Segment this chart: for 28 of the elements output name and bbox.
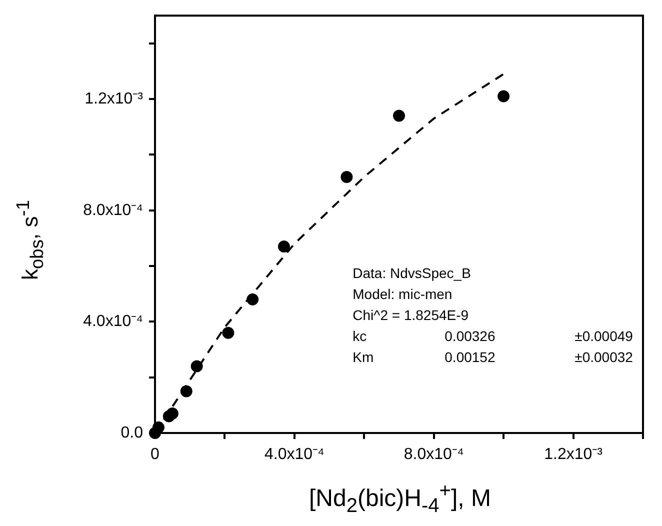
point	[340, 170, 353, 183]
point	[222, 326, 234, 339]
x-tick-label: 4.0x10⁻⁴	[264, 446, 325, 464]
x-tick-label: 0	[150, 446, 160, 464]
x-tick-label: 1.2x10⁻³	[544, 446, 604, 464]
point	[278, 240, 290, 253]
annotation: Data: NdvsSpec_B	[352, 265, 471, 282]
point	[166, 408, 178, 420]
y-tick-label: 1.2x10⁻³	[84, 90, 144, 108]
annotation: Km	[352, 349, 374, 366]
y-tick-label: 8.0x10⁻⁴	[83, 202, 144, 219]
point	[498, 90, 510, 102]
annotation: 0.00152	[444, 349, 496, 366]
point	[246, 293, 259, 306]
point	[180, 385, 192, 398]
point	[190, 360, 203, 372]
y-tick-label: 0.0	[120, 424, 144, 442]
y-tick-label: 4.0x10⁻⁴	[83, 313, 144, 330]
annotation: ±0.00049	[574, 328, 634, 344]
annotation: Chi^2 = 1.8254E-9	[352, 307, 469, 324]
point	[152, 421, 164, 434]
annotation: Model: mic-men	[352, 286, 452, 302]
annotation: kc	[352, 328, 367, 344]
point	[393, 110, 405, 122]
annotation: 0.00326	[444, 328, 496, 344]
annotation: ±0.00032	[574, 349, 634, 366]
x-axis-title: [Nd$_{2}$(bic)H$_{-4}$$^{+}$], M	[308, 480, 492, 518]
x-tick-label: 8.0x10⁻⁴	[404, 446, 464, 464]
